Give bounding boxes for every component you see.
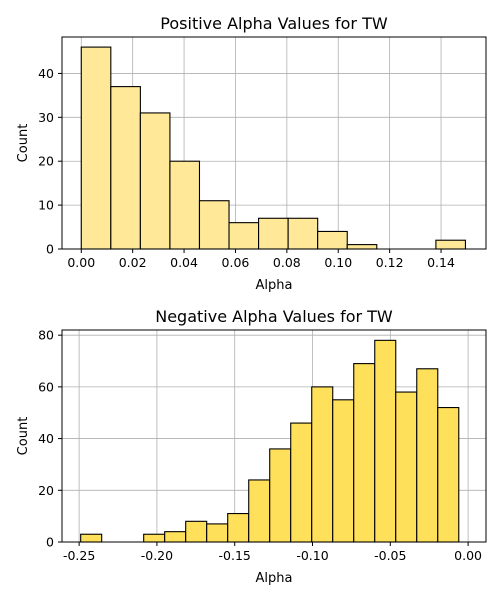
histogram-bar [227,513,250,543]
histogram-bar [248,479,271,543]
x-tick-label: 0.12 [376,255,404,270]
histogram-bar [258,217,289,250]
y-tick-label: 80 [38,328,54,343]
y-tick-label: 20 [38,154,54,169]
positive-alpha-histogram: 0.00 0.02 0.04 0.06 0.08 0.10 0.12 0.14 0 10 20 30 4… [16,14,487,293]
histogram-bar [353,363,376,543]
x-tick-label: 0.04 [170,255,198,270]
x-tick-label: -0.05 [374,548,406,563]
histogram-bar [269,448,292,543]
histogram-bar [287,217,319,250]
x-axis-label: Alpha [256,278,293,293]
y-axis-label: Count [16,417,31,456]
y-tick-label: 0 [46,242,54,257]
histogram-bar [437,407,460,543]
histogram-bar [139,112,171,250]
histogram-bar [80,46,112,250]
plot-frame [61,36,487,250]
histogram-bar [346,244,378,250]
x-tick-label: 0.00 [454,548,482,563]
x-tick-label: -0.15 [219,548,251,563]
x-tick-label: -0.10 [296,548,328,563]
histogram-bar [198,200,230,250]
histogram-bar [395,391,418,543]
x-tick-label: 0.02 [119,255,147,270]
histogram-bar [80,533,103,543]
x-tick-label: 0.00 [67,255,95,270]
y-tick-label: 30 [38,110,54,125]
negative-alpha-histogram: -0.25 -0.20 -0.15 -0.10 -0.05 0.00 0 20 40 60 80 Ne… [16,307,487,586]
histogram-bar [317,230,348,250]
histogram-bar [206,523,229,543]
histogram-bar [228,222,260,250]
y-tick-label: 60 [38,379,54,394]
x-tick-label: 0.14 [427,255,455,270]
histogram-bar [290,422,313,543]
histogram-bar [143,533,166,543]
y-tick-label: 40 [38,431,54,446]
plot-frame [61,329,487,543]
histogram-bar [185,520,208,543]
y-tick-label: 40 [38,66,54,81]
x-tick-label: -0.20 [141,548,173,563]
histogram-bar [164,531,187,543]
y-axis-label: Count [16,124,31,163]
y-tick-label: 20 [38,483,54,498]
x-tick-label: -0.25 [63,548,95,563]
histogram-bar [416,368,439,543]
chart-title: Positive Alpha Values for TW [160,14,388,33]
histogram-bar [110,86,141,250]
histogram-bar [169,160,201,250]
histogram-bar [332,399,355,543]
histogram-bar [311,386,334,543]
histogram-bar [435,239,466,250]
x-axis-label: Alpha [256,571,293,586]
y-tick-label: 0 [46,535,54,550]
x-tick-label: 0.10 [324,255,352,270]
y-tick-label: 10 [38,198,54,213]
x-tick-label: 0.08 [273,255,301,270]
x-tick-label: 0.06 [222,255,250,270]
chart-title: Negative Alpha Values for TW [155,307,393,326]
histogram-bar [374,339,397,543]
